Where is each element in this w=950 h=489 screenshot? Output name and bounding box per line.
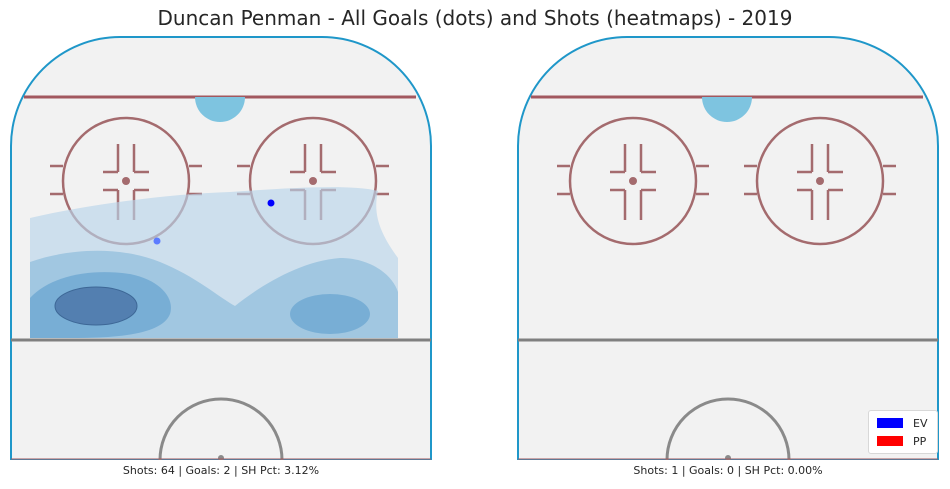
heatmap-level-4 <box>54 286 138 326</box>
center-circle <box>158 397 284 460</box>
caption-right: Shots: 1 | Goals: 0 | SH Pct: 0.00% <box>633 464 823 477</box>
goal-dot <box>153 237 161 245</box>
goal-dots <box>153 199 275 245</box>
rink-left <box>10 36 432 460</box>
legend-swatch-pp <box>877 436 903 446</box>
legend-swatch-ev <box>877 418 903 428</box>
faceoff-circle-left <box>557 116 709 246</box>
heatmap-level-3b <box>290 294 370 334</box>
legend-item-ev: EV <box>877 416 927 430</box>
rink-right <box>517 36 939 460</box>
faceoff-circle-right <box>744 116 896 246</box>
faceoff-dot-left <box>122 177 130 185</box>
faceoff-dot-left <box>629 177 637 185</box>
caption-left: Shots: 64 | Goals: 2 | SH Pct: 3.12% <box>122 464 320 477</box>
shot-heatmap <box>30 187 398 338</box>
rink-boards <box>517 36 939 460</box>
legend: EV PP <box>868 410 938 454</box>
legend-label-pp: PP <box>913 434 927 448</box>
goal-crease <box>702 97 752 122</box>
chart-title: Duncan Penman - All Goals (dots) and Sho… <box>157 6 793 30</box>
goal-crease <box>195 97 245 122</box>
faceoff-dot-right <box>816 177 824 185</box>
center-circle <box>665 397 791 460</box>
faceoff-dot-right <box>309 177 317 185</box>
legend-label-ev: EV <box>913 416 928 430</box>
goal-dot <box>267 199 275 207</box>
legend-item-pp: PP <box>877 434 926 448</box>
